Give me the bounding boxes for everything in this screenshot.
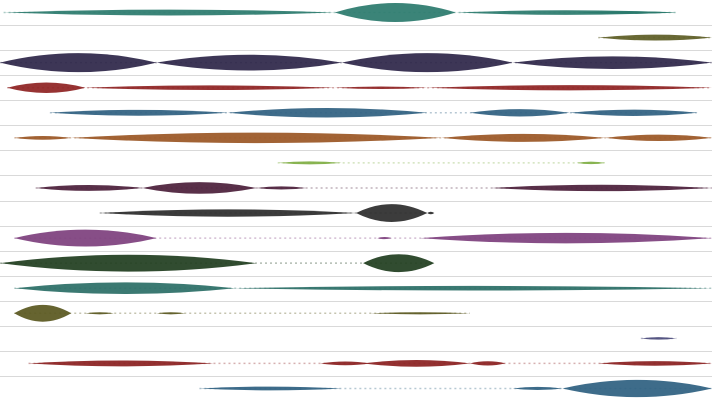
violin-segment (14, 304, 72, 322)
row-7 (35, 182, 712, 194)
violin-segment (512, 56, 712, 69)
violin-segment (85, 85, 335, 91)
violin-segment (334, 3, 456, 23)
row-13 (640, 337, 677, 340)
row-1 (598, 34, 712, 41)
violin-segment (199, 386, 342, 391)
violin-segment (377, 237, 392, 240)
violin-segment (28, 360, 214, 367)
violin-segment (49, 109, 228, 116)
row-15 (199, 379, 712, 398)
violin-segment (469, 361, 506, 366)
violin-segment (156, 312, 186, 315)
violin-segment (334, 86, 428, 89)
violin-segment (156, 54, 342, 71)
violin-segment (227, 108, 428, 118)
row-2 (0, 53, 712, 73)
row-5 (14, 132, 712, 144)
violin-segment (598, 34, 712, 41)
violin-segment (71, 132, 442, 144)
violin-segment (14, 135, 72, 140)
violin-segment (363, 254, 435, 273)
row-11 (14, 282, 712, 295)
violin-segment (234, 285, 712, 291)
violin-segment (142, 182, 257, 194)
violin-segment (99, 209, 357, 217)
violin-segment (14, 229, 157, 247)
violin-segment (14, 282, 235, 295)
row-0 (3, 3, 677, 23)
violin-segment (576, 161, 606, 165)
violin-segment (0, 254, 257, 272)
row-3 (7, 82, 712, 93)
violin-segment (341, 53, 513, 73)
row-14 (28, 360, 712, 367)
violin-segment (277, 161, 342, 165)
violin-segment (356, 204, 428, 222)
row-10 (0, 254, 435, 273)
violin-marks (0, 3, 712, 398)
violin-segment (598, 361, 712, 366)
violin-segment (85, 312, 114, 315)
violin-segment (427, 211, 435, 215)
row-8 (99, 204, 435, 222)
violin-segment (605, 134, 712, 142)
row-9 (14, 229, 712, 247)
violin-segment (576, 11, 677, 14)
violin-segment (569, 109, 698, 116)
violin-segment (0, 53, 157, 73)
violin-segment (420, 232, 712, 244)
gridlines (0, 25, 712, 377)
violin-segment (562, 379, 712, 398)
violin-segment (512, 386, 563, 391)
row-12 (14, 304, 470, 322)
violin-segment (320, 361, 371, 366)
violin-segment (363, 360, 470, 367)
violin-segment (491, 184, 712, 192)
violin-segment (441, 133, 606, 142)
violin-segment (427, 85, 712, 91)
row-4 (49, 108, 698, 118)
violin-segment (640, 337, 677, 340)
violin-segment (370, 312, 470, 315)
violin-segment (256, 186, 307, 190)
violin-segment (7, 82, 86, 93)
violin-segment (35, 185, 143, 191)
violin-segment (3, 9, 335, 16)
row-6 (277, 161, 606, 165)
violin-segment (469, 109, 570, 117)
